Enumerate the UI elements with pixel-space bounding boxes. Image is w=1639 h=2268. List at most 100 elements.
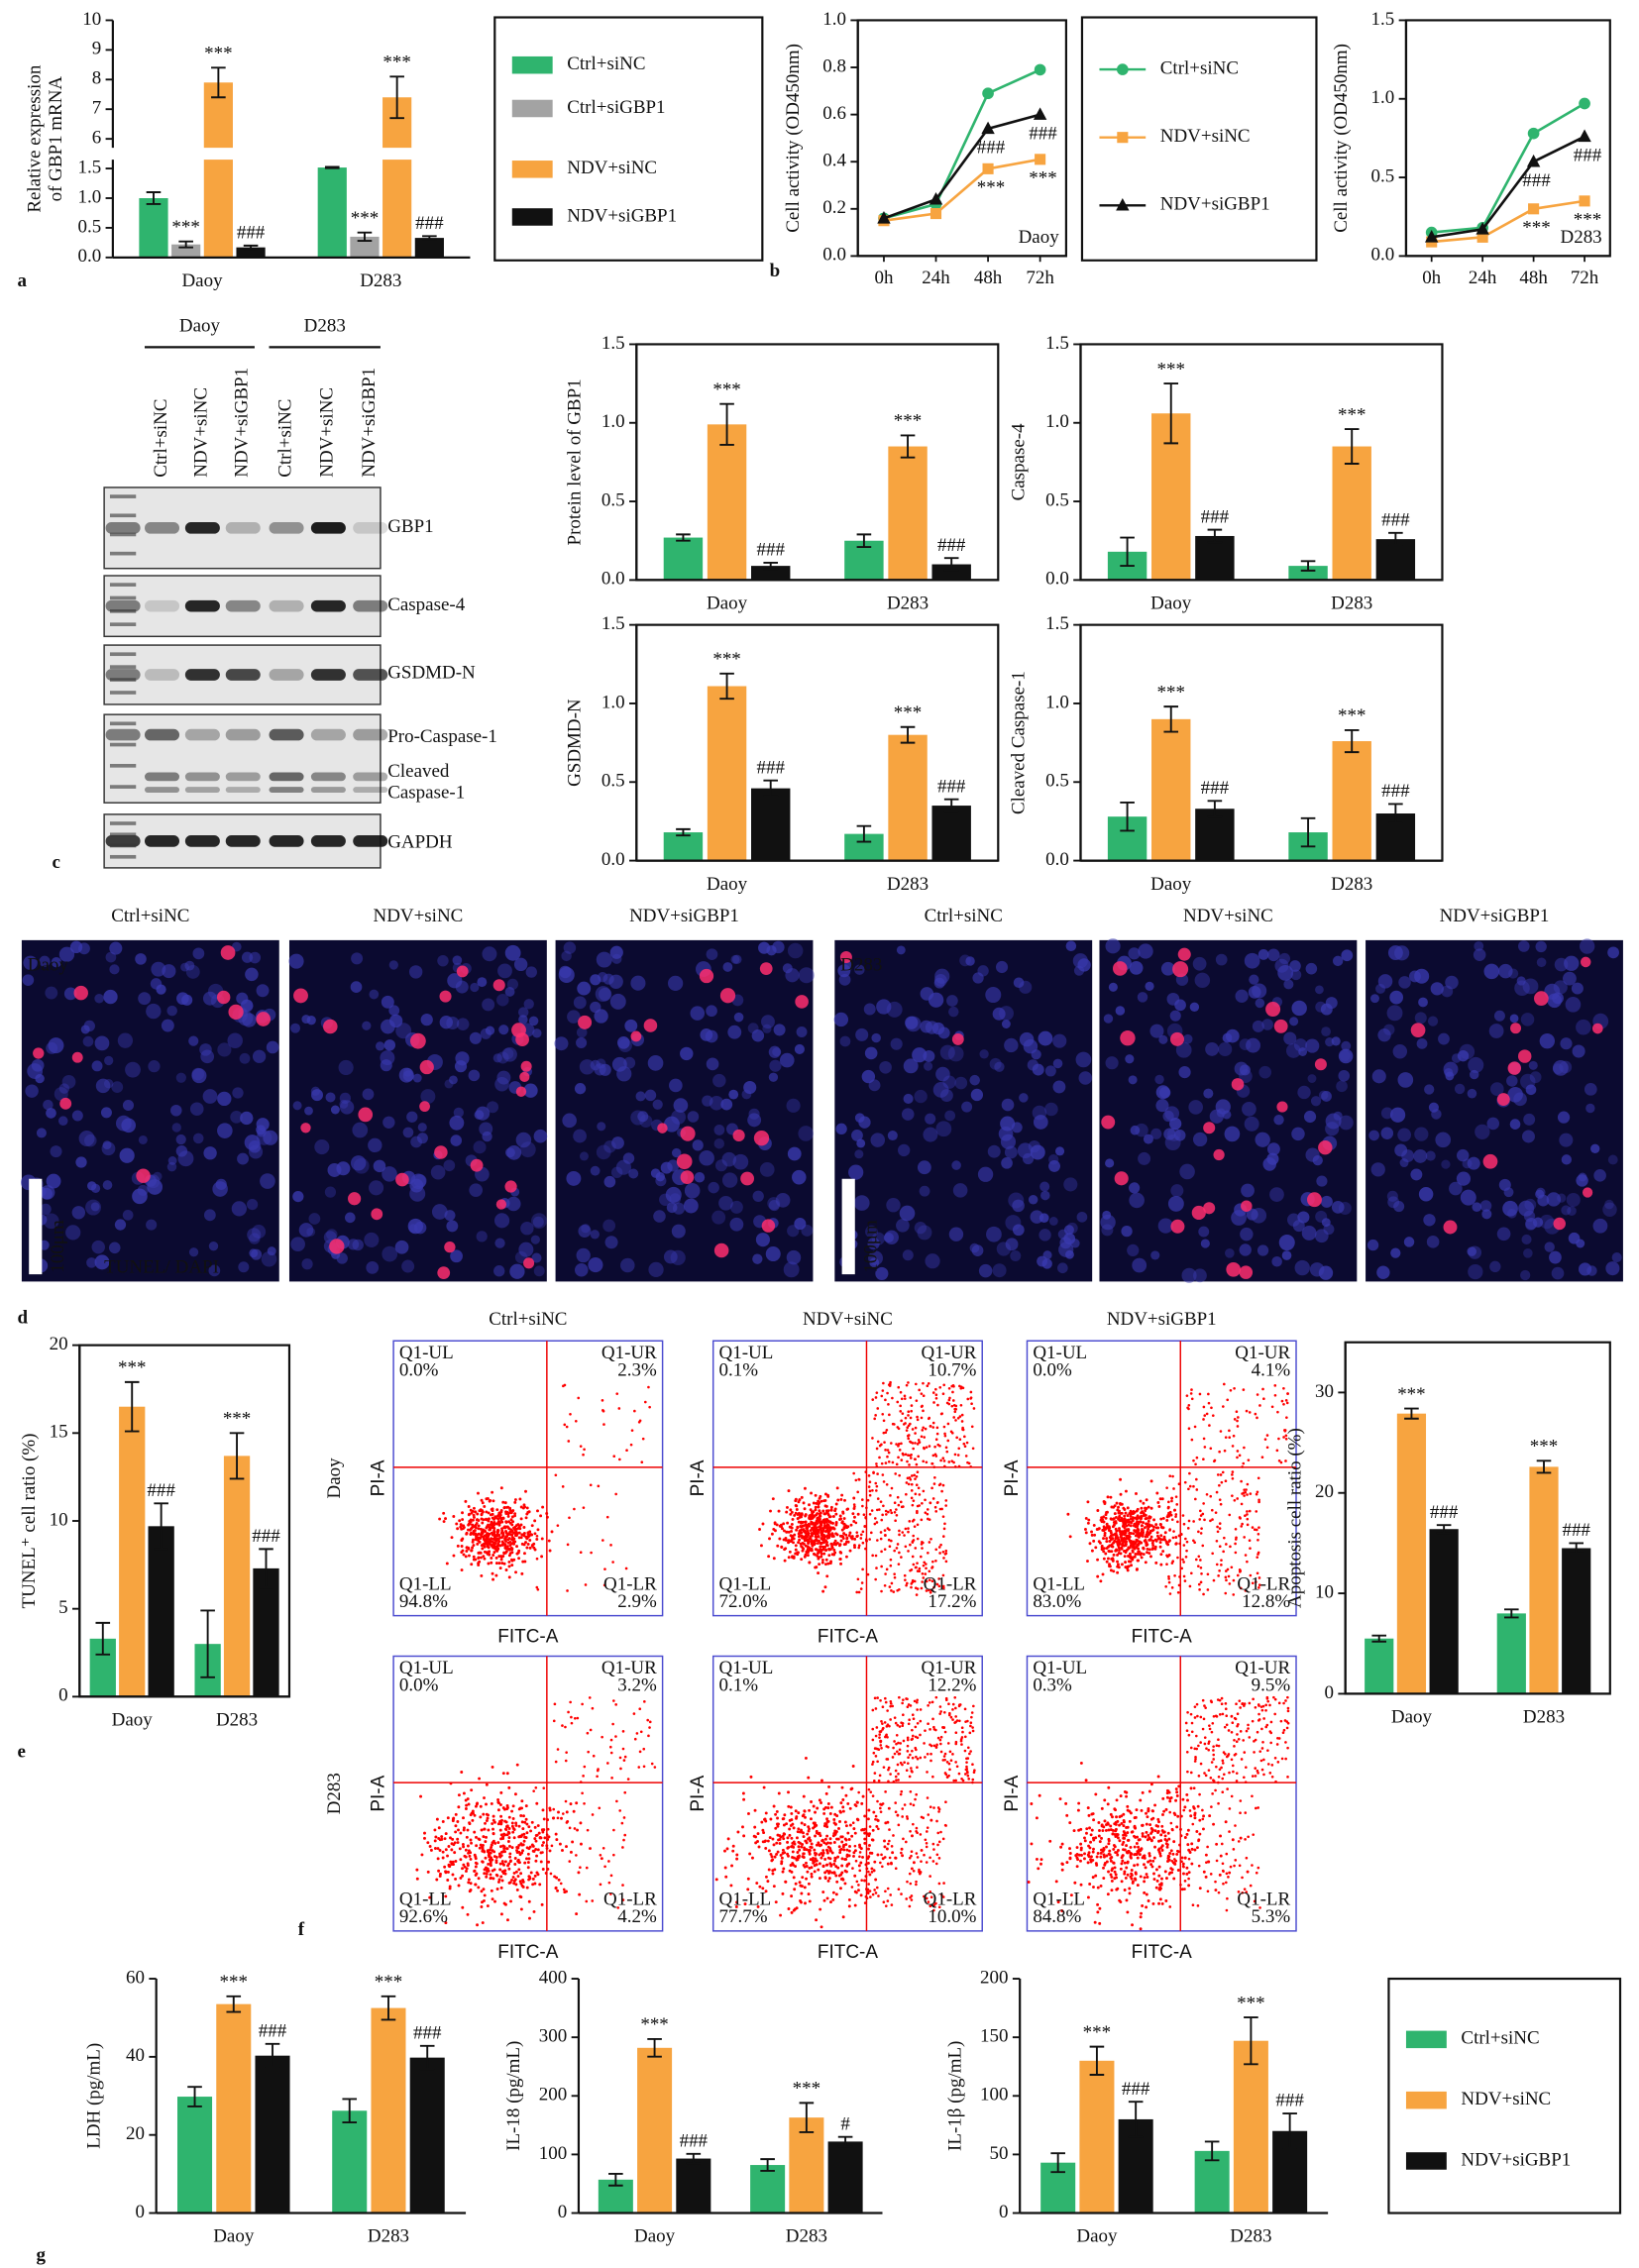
nucleus <box>1426 1236 1440 1248</box>
event <box>820 1561 824 1565</box>
bar <box>888 446 928 581</box>
nucleus <box>1246 1208 1258 1221</box>
event <box>1137 1528 1141 1532</box>
event <box>804 1523 808 1527</box>
event <box>633 1409 636 1413</box>
nucleus <box>752 1190 764 1202</box>
event <box>829 1542 833 1546</box>
event <box>868 1512 872 1516</box>
event <box>852 1544 856 1548</box>
nucleus <box>1173 1130 1186 1141</box>
nucleus <box>1553 1060 1569 1076</box>
error-bar <box>229 1432 245 1480</box>
lane-label: NDV+siNC <box>317 387 338 478</box>
event <box>597 1484 601 1488</box>
event <box>787 1790 790 1794</box>
nucleus <box>1115 1006 1126 1016</box>
event <box>589 1847 592 1850</box>
event <box>609 1544 612 1547</box>
event <box>882 1480 886 1483</box>
nucleus <box>1380 1127 1394 1139</box>
event <box>802 1794 806 1798</box>
error-bar <box>1120 536 1135 568</box>
event <box>521 1880 525 1884</box>
nucleus <box>493 1213 510 1229</box>
nucleus <box>1004 1037 1019 1053</box>
nucleus <box>232 1087 244 1099</box>
event <box>838 1514 842 1518</box>
event <box>947 1386 951 1390</box>
event <box>1251 1581 1255 1585</box>
event <box>1255 1580 1257 1583</box>
event <box>1165 1518 1169 1522</box>
blot-band <box>269 521 304 534</box>
nucleus <box>786 1098 801 1113</box>
nucleus <box>1255 998 1265 1009</box>
event <box>818 1525 821 1529</box>
nucleus <box>680 1046 694 1061</box>
nucleus <box>1041 1258 1052 1269</box>
scale-bar-label: 100μm <box>861 1220 882 1273</box>
event <box>821 1890 825 1893</box>
event <box>1127 1523 1131 1527</box>
quadrant-percent: 2.3% <box>617 1359 657 1380</box>
y-tick-label: 0 <box>58 1685 67 1706</box>
nucleus <box>706 1005 717 1018</box>
event <box>928 1588 930 1592</box>
event <box>496 1538 500 1542</box>
y-tick-label: 0.5 <box>1371 165 1395 186</box>
event <box>468 1522 472 1526</box>
nucleus <box>1044 1102 1058 1117</box>
event <box>1215 1563 1219 1566</box>
nucleus <box>914 1221 928 1235</box>
nucleus <box>1489 1082 1504 1096</box>
event <box>910 1489 914 1492</box>
event <box>880 1518 884 1522</box>
event <box>771 1869 775 1873</box>
event <box>415 1868 419 1872</box>
event <box>905 1481 909 1484</box>
event <box>1257 1526 1260 1529</box>
bar <box>317 167 347 258</box>
event <box>1127 1537 1131 1541</box>
nucleus <box>362 1021 372 1030</box>
event <box>778 1537 782 1541</box>
nucleus <box>1052 1080 1066 1094</box>
event <box>1176 1556 1179 1560</box>
event <box>809 1838 813 1842</box>
event <box>753 1825 757 1829</box>
nucleus <box>36 1128 47 1138</box>
nucleus <box>188 1035 199 1046</box>
nucleus <box>1509 1119 1521 1130</box>
event <box>505 1918 509 1922</box>
event <box>1123 1555 1127 1559</box>
event <box>1282 1386 1285 1390</box>
blot-band <box>225 599 261 612</box>
event <box>560 1816 563 1820</box>
event <box>907 1530 910 1534</box>
event <box>1249 1492 1253 1495</box>
event <box>855 1531 859 1534</box>
event <box>1120 1563 1124 1566</box>
event <box>814 1535 818 1539</box>
event <box>487 1546 491 1550</box>
event <box>944 1499 948 1502</box>
event <box>1128 1531 1132 1535</box>
event <box>883 1548 887 1551</box>
event <box>485 1782 489 1786</box>
event <box>1205 1492 1209 1496</box>
event <box>885 1428 889 1432</box>
event <box>1123 1514 1127 1518</box>
nucleus <box>854 964 865 975</box>
nucleus <box>184 960 195 971</box>
event <box>474 1883 478 1887</box>
event <box>533 1532 537 1536</box>
nucleus <box>1496 1227 1511 1242</box>
nucleus <box>1267 948 1280 962</box>
event <box>820 1533 824 1537</box>
event <box>511 1827 515 1830</box>
event <box>794 1544 798 1548</box>
event <box>810 1872 814 1876</box>
event <box>547 1835 551 1839</box>
event <box>471 1540 475 1544</box>
